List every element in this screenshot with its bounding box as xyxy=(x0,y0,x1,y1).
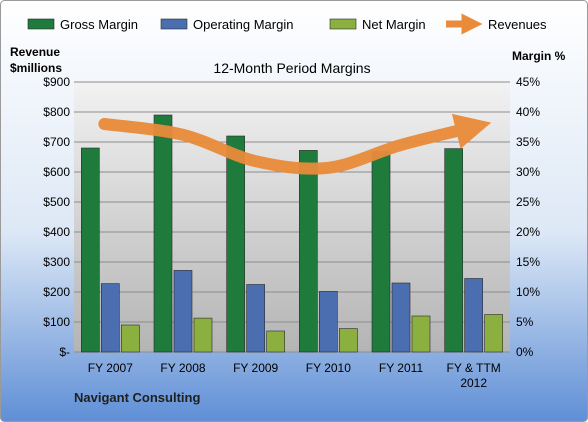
bar-gross-margin-fy-2008 xyxy=(153,114,173,353)
y-right-tick-label: 40% xyxy=(516,105,540,119)
bar-net-margin-fy-2011 xyxy=(411,315,431,353)
legend-item-gross-margin: Gross Margin xyxy=(27,17,138,32)
bar-operating-margin-fy-2009 xyxy=(246,284,265,353)
x-tick-label: FY 2009 xyxy=(233,361,278,375)
legend: Gross Margin Operating Margin Net Margin Re… xyxy=(27,13,547,35)
bar-gross-margin-fy-2010 xyxy=(299,150,318,353)
y-right-tick-label: 0% xyxy=(516,345,534,359)
y-right-ticks: 0% 5% 10% 15% 20% 25% 30% 35% 40% 45% xyxy=(516,75,540,359)
y-right-tick-label: 5% xyxy=(516,315,534,329)
y-left-tick-label: $300 xyxy=(43,255,70,269)
legend-item-operating-margin: Operating Margin xyxy=(160,17,293,32)
bar-net-margin-fy-2007 xyxy=(121,324,140,353)
y-left-tick-label: $500 xyxy=(43,195,70,209)
bar-operating-margin-fy-ttm-2012 xyxy=(464,278,483,353)
legend-item-revenues: Revenues xyxy=(446,13,547,35)
legend-item-net-margin: Net Margin xyxy=(329,17,426,32)
x-tick-label: FY 2010 xyxy=(306,361,351,375)
y-left-label-line2: $millions xyxy=(10,61,62,75)
y-right-tick-label: 30% xyxy=(516,165,540,179)
gridlines xyxy=(74,81,510,353)
legend-label: Gross Margin xyxy=(60,17,138,32)
y-left-tick-label: $900 xyxy=(43,75,70,89)
bar-operating-margin-fy-2007 xyxy=(101,283,120,353)
footer-company: Navigant Consulting xyxy=(74,390,200,405)
y-left-tick-label: $200 xyxy=(43,285,70,299)
x-tick-label: FY 2007 xyxy=(88,361,133,375)
y-left-tick-label: $800 xyxy=(43,105,70,119)
x-ticks: FY 2007 FY 2008 FY 2009 FY 2010 FY 2011 FY & … xyxy=(88,361,501,390)
y-left-tick-label: $- xyxy=(59,345,70,359)
x-tick-label: FY 2011 xyxy=(379,361,424,375)
legend-swatch xyxy=(329,18,357,30)
bar-net-margin-fy-2010 xyxy=(339,328,358,353)
y-left-tick-label: $100 xyxy=(43,315,70,329)
bar-operating-margin-fy-2008 xyxy=(173,270,193,353)
y-right-tick-label: 35% xyxy=(516,135,540,149)
legend-swatch xyxy=(160,18,188,30)
bar-gross-margin-fy-ttm-2012 xyxy=(444,148,463,353)
legend-label: Operating Margin xyxy=(193,17,293,32)
y-left-label-line1: Revenue xyxy=(10,45,60,59)
y-right-label: Margin % xyxy=(512,49,566,63)
y-left-ticks: $- $100 $200 $300 $400 $500 $600 $700 $800 $900 xyxy=(43,75,70,359)
y-left-tick-label: $700 xyxy=(43,135,70,149)
bar-net-margin-fy-2009 xyxy=(266,330,285,353)
y-left-tick-label: $600 xyxy=(43,165,70,179)
bar-net-margin-fy-2008 xyxy=(193,317,213,353)
bar-net-margin-fy-ttm-2012 xyxy=(484,314,503,353)
y-right-tick-label: 10% xyxy=(516,285,540,299)
x-tick-label: FY 2008 xyxy=(160,361,205,375)
y-right-tick-label: 15% xyxy=(516,255,540,269)
legend-label: Revenues xyxy=(488,17,547,32)
x-tick-label: FY & TTM 2012 xyxy=(447,361,501,390)
bar-gross-margin-fy-2011 xyxy=(371,151,391,353)
bars xyxy=(81,114,503,353)
bar-operating-margin-fy-2011 xyxy=(391,282,411,353)
y-right-tick-label: 45% xyxy=(516,75,540,89)
chart-title: 12-Month Period Margins xyxy=(213,60,370,76)
bar-operating-margin-fy-2010 xyxy=(319,291,338,353)
y-right-tick-label: 20% xyxy=(516,225,540,239)
line-revenues xyxy=(98,113,492,175)
legend-label: Net Margin xyxy=(362,17,426,32)
bar-gross-margin-fy-2009 xyxy=(226,135,245,353)
legend-swatch xyxy=(27,18,55,30)
y-right-tick-label: 25% xyxy=(516,195,540,209)
bar-gross-margin-fy-2007 xyxy=(81,147,100,353)
y-left-tick-label: $400 xyxy=(43,225,70,239)
revenue-line-layer xyxy=(98,113,492,175)
